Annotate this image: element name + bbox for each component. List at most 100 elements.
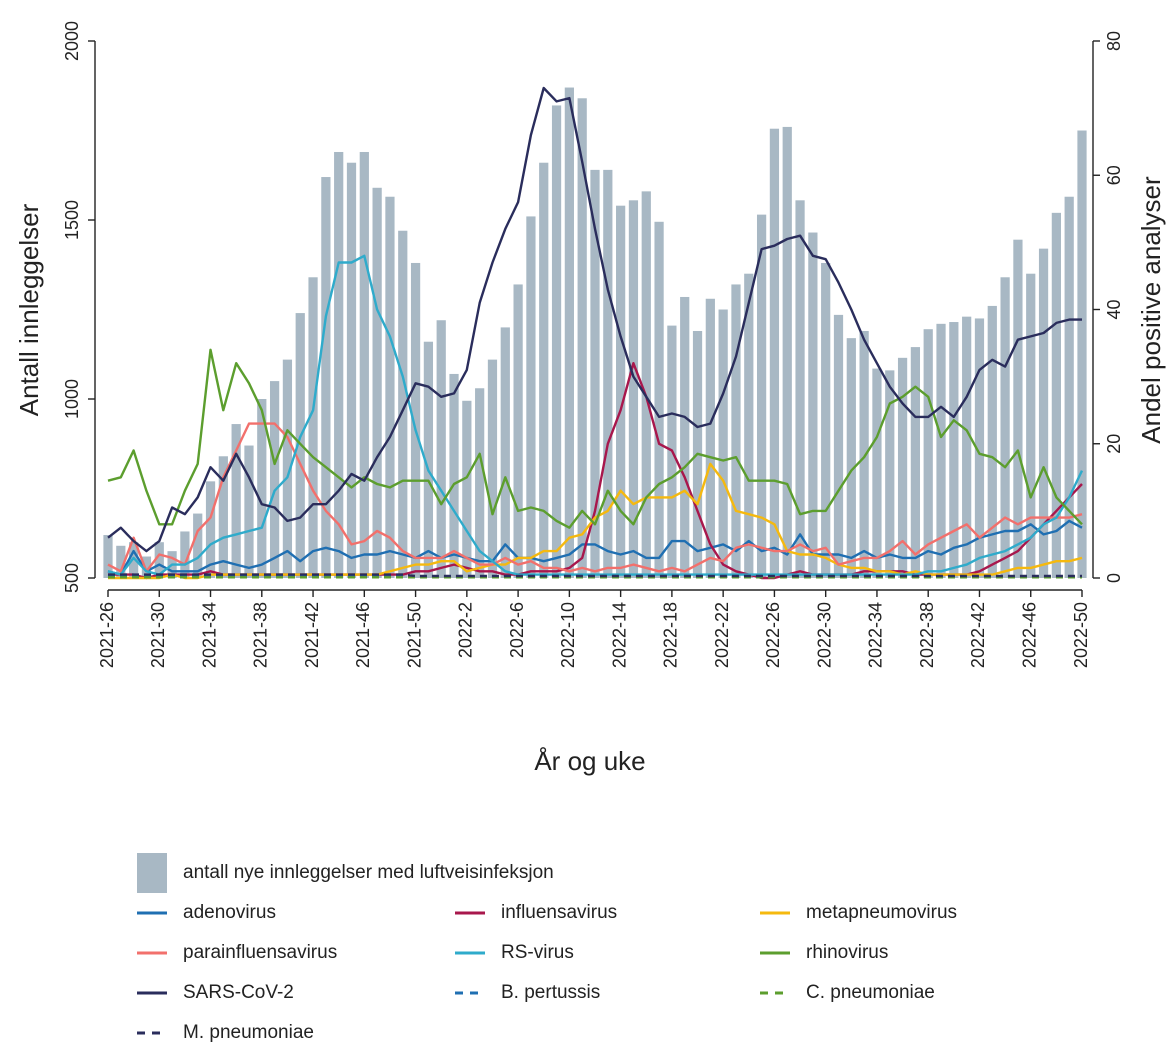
x-tick-label: 2022-2 (456, 602, 476, 658)
bar (641, 191, 651, 579)
bar (731, 284, 741, 578)
bar (346, 162, 357, 578)
x-tick-label: 2022-6 (507, 602, 527, 658)
bar (603, 169, 613, 578)
bar (423, 341, 434, 578)
bar (1013, 239, 1023, 578)
x-tick-label: 2021-46 (353, 602, 373, 668)
bar (821, 262, 831, 578)
y2-tick-label: 60 (1104, 165, 1124, 185)
y2-axis-title: Andel positive analyser (1136, 176, 1166, 444)
x-tick-label: 2022-34 (866, 602, 886, 668)
bar (833, 314, 844, 578)
bar (680, 296, 690, 578)
legend-label: antall nye innleggelser med luftveisinfe… (183, 862, 554, 883)
bar (859, 330, 869, 578)
bar (539, 162, 549, 578)
legend-label: adenovirus (183, 902, 276, 923)
x-tick-label: 2022-10 (558, 602, 578, 668)
bar (577, 98, 587, 578)
bar (308, 277, 318, 578)
x-tick-label: 2022-22 (712, 602, 732, 668)
series-line (108, 573, 1082, 578)
bar (244, 445, 254, 578)
bar (744, 273, 754, 578)
series-line (107, 86, 1082, 553)
bar (321, 177, 331, 579)
x-tick-label: 2022-50 (1071, 602, 1091, 668)
y2-tick-label: 80 (1104, 31, 1124, 51)
bar (1077, 130, 1087, 578)
x-tick-label: 2021-50 (404, 602, 424, 668)
x-tick-label: 2021-42 (302, 602, 322, 668)
y-tick-label: 1500 (62, 200, 82, 240)
bar (808, 232, 818, 578)
x-tick-label: 2022-30 (814, 602, 834, 668)
bar (872, 368, 882, 578)
bar (180, 531, 190, 578)
x-tick-label: 2021-26 (97, 602, 117, 668)
legend-label: parainfluensavirus (183, 942, 337, 963)
x-tick-label: 2022-14 (609, 602, 629, 668)
legend-label: SARS-CoV-2 (183, 982, 294, 1003)
bar (500, 327, 510, 578)
legend-label: B. pertussis (501, 982, 600, 1003)
bar (129, 542, 139, 578)
legend-label: C. pneumoniae (806, 982, 935, 1003)
bar (449, 373, 459, 578)
bar (936, 323, 946, 578)
bar (1051, 212, 1061, 578)
bar (141, 556, 152, 578)
bar (974, 318, 985, 578)
x-tick-label: 2021-30 (148, 602, 168, 668)
bar (487, 359, 498, 578)
legend-label: influensavirus (501, 902, 617, 923)
y2-tick-label: 20 (1104, 434, 1124, 454)
bar (654, 221, 664, 579)
bar (962, 316, 972, 578)
x-tick-label: 2022-46 (1019, 602, 1039, 668)
bar (385, 196, 395, 579)
bar (205, 481, 216, 578)
bar (410, 262, 421, 578)
bar (372, 187, 382, 578)
y-tick-label: 2000 (62, 21, 82, 61)
series-line (107, 519, 1083, 576)
bar (718, 309, 728, 578)
bar (398, 230, 408, 579)
legend-label: metapneumovirus (806, 902, 957, 923)
y-tick-label: 1000 (62, 379, 82, 419)
bar (193, 513, 203, 578)
y-tick-label: 500 (62, 563, 82, 593)
bar (705, 298, 715, 578)
bar (987, 305, 997, 578)
bar (616, 205, 626, 578)
bar (462, 400, 472, 578)
bar (282, 359, 293, 578)
legend-swatch (137, 853, 167, 893)
legend-label: rhinovirus (806, 942, 888, 963)
bar (218, 456, 228, 578)
x-tick-label: 2021-34 (199, 602, 219, 668)
x-axis-title: År og uke (534, 746, 645, 776)
x-tick-label: 2022-42 (968, 602, 988, 668)
bar (526, 216, 536, 579)
x-tick-label: 2022-18 (661, 602, 681, 668)
y2-tick-label: 40 (1104, 299, 1124, 319)
bar (897, 357, 908, 578)
x-tick-label: 2022-38 (917, 602, 937, 668)
bar (116, 545, 126, 578)
bar (769, 128, 780, 578)
x-tick-label: 2021-38 (251, 602, 271, 668)
bar (1038, 248, 1049, 578)
bar (564, 87, 574, 578)
series-line (107, 348, 1083, 529)
bar (782, 126, 792, 579)
y-axis-title: Antall innleggelser (14, 203, 44, 416)
bar (756, 214, 767, 578)
bar (231, 424, 241, 578)
bar (590, 169, 600, 578)
bar (475, 388, 485, 578)
bar (949, 322, 959, 578)
